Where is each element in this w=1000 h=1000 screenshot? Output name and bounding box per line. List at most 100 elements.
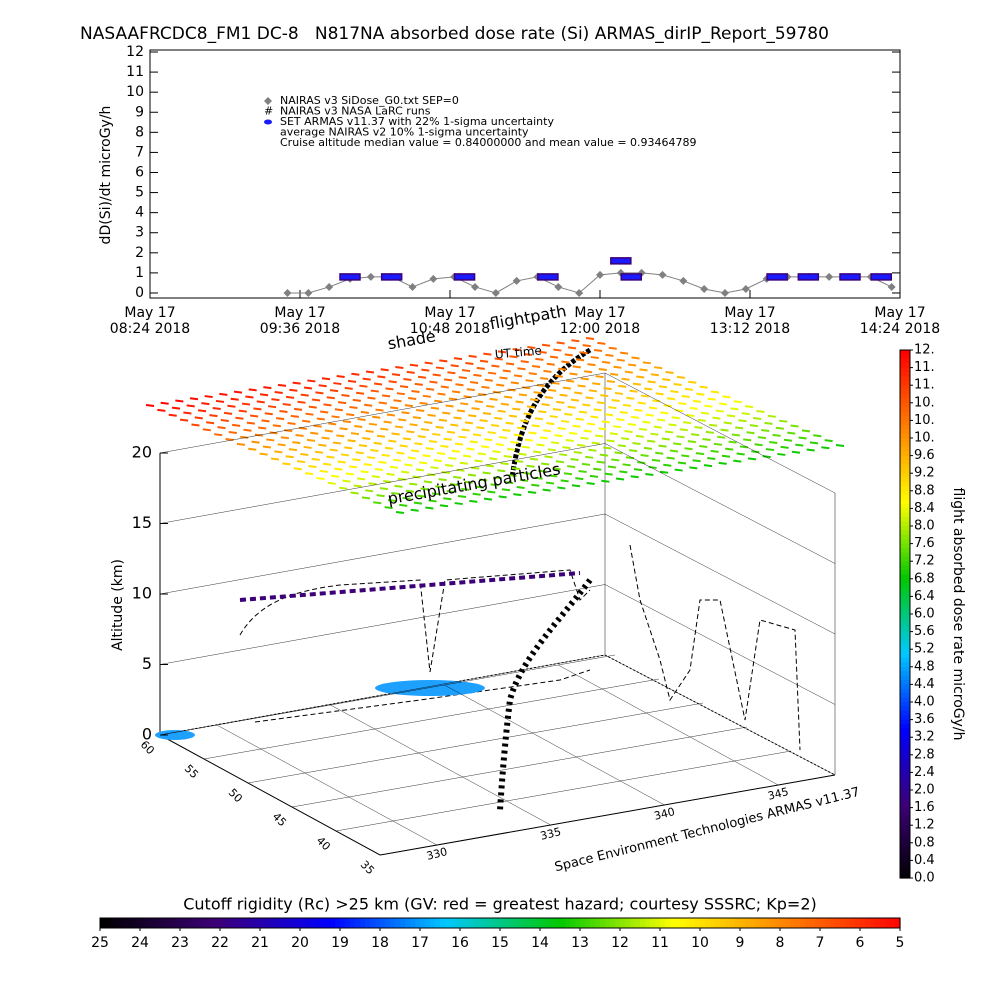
colorbar-cell — [675, 918, 681, 928]
field-dash — [445, 463, 454, 467]
colorbar-cell — [835, 918, 841, 928]
field-dash — [585, 455, 594, 459]
field-dash — [464, 480, 473, 484]
field-dash — [403, 378, 412, 381]
field-dash — [404, 463, 413, 467]
field-dash — [285, 395, 295, 399]
y-tick-label: 3 — [135, 225, 144, 241]
colorbar-cell — [900, 710, 910, 716]
field-dash — [171, 406, 181, 410]
field-dash — [757, 436, 767, 440]
field-dash — [462, 454, 472, 458]
colorbar-cell — [150, 918, 156, 928]
field-dash — [391, 432, 400, 436]
field-dash — [733, 400, 742, 404]
field-dash — [544, 396, 554, 400]
field-dash — [328, 422, 337, 426]
field-dash — [466, 447, 475, 451]
field-dash — [643, 446, 653, 450]
field-dash — [733, 459, 742, 463]
field-dash — [386, 472, 395, 476]
colorbar-cell — [900, 609, 910, 615]
field-dash — [417, 435, 426, 439]
field-dash — [240, 435, 249, 439]
field-dash — [399, 444, 408, 448]
field-dash — [744, 405, 754, 409]
field-dash — [344, 386, 353, 390]
field-dash — [655, 392, 664, 396]
field-dash — [684, 387, 694, 391]
legend-note: average NAIRAS v2 10% 1-sigma uncertaint… — [280, 126, 529, 139]
x-tick-label: May 17 — [124, 305, 175, 321]
field-dash — [321, 377, 331, 381]
colorbar-cell — [900, 490, 910, 496]
colorbar-label: flight absorbed dose rate microGy/h — [950, 488, 966, 741]
field-dash — [438, 418, 448, 422]
field-dash — [568, 431, 578, 435]
field-dash — [277, 443, 286, 447]
field-dash — [494, 357, 503, 361]
field-dash — [449, 483, 459, 487]
field-dash — [431, 492, 441, 496]
colorbar-cell — [195, 918, 201, 928]
field-dash — [673, 442, 682, 446]
field-dash — [684, 447, 693, 451]
colorbar-cell — [900, 785, 910, 791]
field-dash — [676, 375, 686, 379]
field-dash — [443, 497, 452, 501]
colorbar-cell — [900, 856, 910, 861]
field-dash — [435, 485, 444, 489]
data-point — [512, 276, 521, 285]
field-dash — [517, 367, 526, 371]
x-tick-label: May 17 — [574, 305, 625, 321]
field-dash — [546, 362, 555, 366]
field-dash — [473, 373, 482, 377]
field-dash — [345, 472, 354, 476]
field-dash — [600, 394, 609, 398]
colorbar-cell — [900, 605, 910, 611]
field-dash — [718, 461, 727, 465]
field-dash — [692, 399, 702, 403]
field-dash — [612, 425, 622, 429]
colorbar-cell — [440, 918, 446, 928]
field-dash — [435, 366, 445, 370]
field-dash — [276, 417, 285, 421]
colorbar-cell — [305, 918, 311, 928]
field-dash — [342, 420, 352, 424]
field-dash — [593, 467, 602, 471]
colorbar-cell — [110, 918, 116, 928]
field-dash — [508, 474, 517, 478]
chart-title: NASAAFRCDC8_FM1 DC-8 N817NA absorbed dos… — [80, 24, 829, 44]
field-dash — [415, 468, 424, 472]
field-dash — [446, 490, 455, 494]
colorbar-cell — [635, 918, 641, 928]
field-dash — [619, 411, 628, 414]
field-dash — [367, 396, 376, 400]
colorbar-cell — [310, 918, 316, 928]
field-dash — [567, 405, 576, 409]
field-dash — [353, 484, 362, 488]
field-dash — [227, 404, 236, 408]
lon-tick — [330, 704, 551, 826]
field-dash — [383, 420, 392, 424]
field-dash — [280, 436, 290, 440]
colorbar-cell — [900, 834, 910, 839]
colorbar-cell — [900, 798, 910, 804]
field-dash — [526, 464, 535, 468]
field-dash — [561, 360, 570, 364]
colorbar-cell — [695, 918, 701, 928]
field-dash — [461, 428, 470, 432]
x-tick-label: 12:00 2018 — [560, 321, 640, 337]
field-dash — [469, 440, 478, 444]
field-dash — [307, 379, 316, 383]
field-dash — [505, 421, 514, 425]
field-dash — [739, 445, 749, 449]
field-dash — [707, 457, 716, 460]
colorbar-cell — [900, 561, 910, 567]
field-dash — [562, 446, 571, 450]
colorbar-cell — [880, 918, 886, 928]
data-point — [471, 282, 479, 291]
colorbar-cell — [900, 666, 910, 672]
y-tick-label: 6 — [135, 164, 144, 180]
colorbar-cell — [900, 570, 910, 575]
